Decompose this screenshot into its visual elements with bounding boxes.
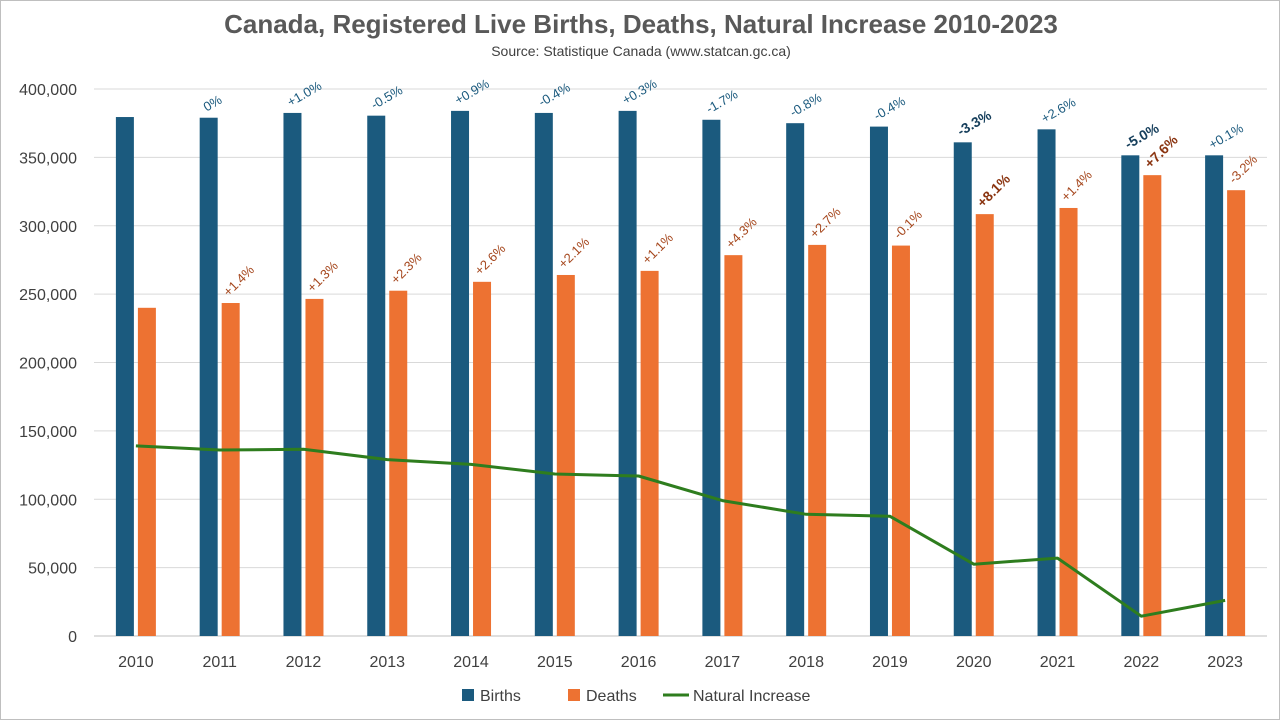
grid [94, 88, 1267, 637]
x-tick-label: 2016 [621, 654, 657, 671]
bar-births [702, 119, 721, 637]
bar-births [1121, 155, 1140, 637]
x-tick-label: 2021 [1040, 654, 1076, 671]
y-tick-label: 300,000 [19, 219, 77, 236]
births-change-label: +1.0% [284, 78, 324, 110]
deaths-change-label: +8.1% [974, 170, 1014, 210]
x-axis: 2010 2011 2012 2013 2014 2015 2016 2017 2018 2019… [118, 654, 1243, 671]
births-change-label: +0.9% [452, 76, 492, 108]
bar-deaths [1143, 175, 1162, 636]
births-change-label: -3.3% [954, 107, 994, 139]
y-tick-label: 100,000 [19, 492, 77, 509]
births-change-label: +0.1% [1206, 120, 1246, 152]
bar-births [534, 112, 553, 636]
births-change-label: +0.3% [620, 76, 660, 108]
x-tick-label: 2015 [537, 654, 573, 671]
bar-deaths [724, 255, 743, 636]
bar-deaths [305, 298, 324, 636]
bar-deaths [556, 274, 575, 636]
bar-deaths [1059, 207, 1078, 636]
bar-deaths [891, 245, 910, 637]
births-change-label: -1.7% [703, 86, 740, 116]
deaths-change-label: +1.4% [1058, 167, 1095, 204]
bar-deaths [389, 290, 408, 636]
deaths-change-label: -0.1% [890, 207, 925, 242]
x-tick-label: 2012 [286, 654, 322, 671]
x-tick-label: 2013 [369, 654, 405, 671]
deaths-change-label: -3.2% [1226, 151, 1261, 186]
chart-subtitle: Source: Statistique Canada (www.statcan.… [491, 43, 791, 59]
deaths-change-label: +1.3% [304, 258, 341, 295]
births-change-label: +2.6% [1039, 94, 1079, 126]
deaths-change-label: +4.3% [723, 214, 760, 251]
x-tick-label: 2011 [202, 654, 237, 671]
bar-births [786, 123, 805, 636]
x-tick-label: 2014 [453, 654, 489, 671]
bar-deaths [1227, 190, 1246, 636]
bar-births [1037, 129, 1056, 636]
deaths-change-label: +2.6% [472, 241, 509, 278]
bar-deaths [137, 307, 156, 636]
legend-births-label: Births [480, 688, 521, 705]
bar-births [283, 112, 302, 636]
bar-births [199, 117, 218, 636]
x-tick-label: 2022 [1124, 654, 1160, 671]
y-tick-label: 50,000 [28, 561, 77, 578]
line-series [135, 444, 1226, 618]
bar-births [115, 117, 134, 636]
legend-deaths-label: Deaths [586, 688, 637, 705]
bars [115, 110, 1246, 637]
births-change-label: -0.8% [787, 90, 824, 120]
y-tick-label: 150,000 [19, 424, 77, 441]
bar-births [367, 115, 386, 636]
natural-increase-line [135, 444, 1226, 618]
y-tick-label: 400,000 [19, 82, 77, 99]
bar-deaths [640, 270, 659, 636]
chart-title: Canada, Registered Live Births, Deaths, … [224, 9, 1058, 39]
deaths-change-label: +2.1% [555, 234, 592, 271]
deaths-change-label: +1.1% [639, 230, 676, 267]
legend-natural-increase-label: Natural Increase [693, 688, 810, 705]
bar-births [953, 142, 972, 636]
bar-deaths [808, 244, 827, 636]
legend-births-swatch [462, 689, 474, 701]
y-tick-label: 250,000 [19, 287, 77, 304]
births-change-label: -0.4% [871, 93, 908, 123]
legend-deaths-swatch [568, 689, 580, 701]
y-tick-label: 0 [68, 629, 77, 646]
bar-births [869, 126, 888, 636]
births-change-label: -0.4% [536, 79, 573, 109]
bar-deaths [221, 303, 240, 636]
bar-deaths [473, 281, 492, 636]
births-change-label: -0.5% [368, 82, 405, 112]
x-tick-label: 2018 [788, 654, 824, 671]
y-tick-label: 350,000 [19, 150, 77, 167]
x-tick-label: 2020 [956, 654, 992, 671]
bar-births [618, 110, 637, 636]
x-tick-label: 2019 [872, 654, 908, 671]
bar-births [451, 110, 470, 636]
y-tick-label: 200,000 [19, 356, 77, 373]
x-tick-label: 2023 [1207, 654, 1243, 671]
deaths-change-label: +2.7% [807, 204, 844, 241]
y-axis: 0 50,000 100,000 150,000 200,000 250,000 300,0… [19, 82, 77, 646]
deaths-change-label: +2.3% [388, 250, 425, 287]
deaths-change-label: +1.4% [220, 262, 257, 299]
x-tick-label: 2010 [118, 654, 154, 671]
bar-births [1205, 155, 1224, 637]
bar-deaths [975, 214, 994, 636]
births-change-label: 0% [201, 92, 225, 115]
legend: Births Deaths Natural Increase [462, 688, 810, 705]
x-tick-label: 2017 [705, 654, 741, 671]
